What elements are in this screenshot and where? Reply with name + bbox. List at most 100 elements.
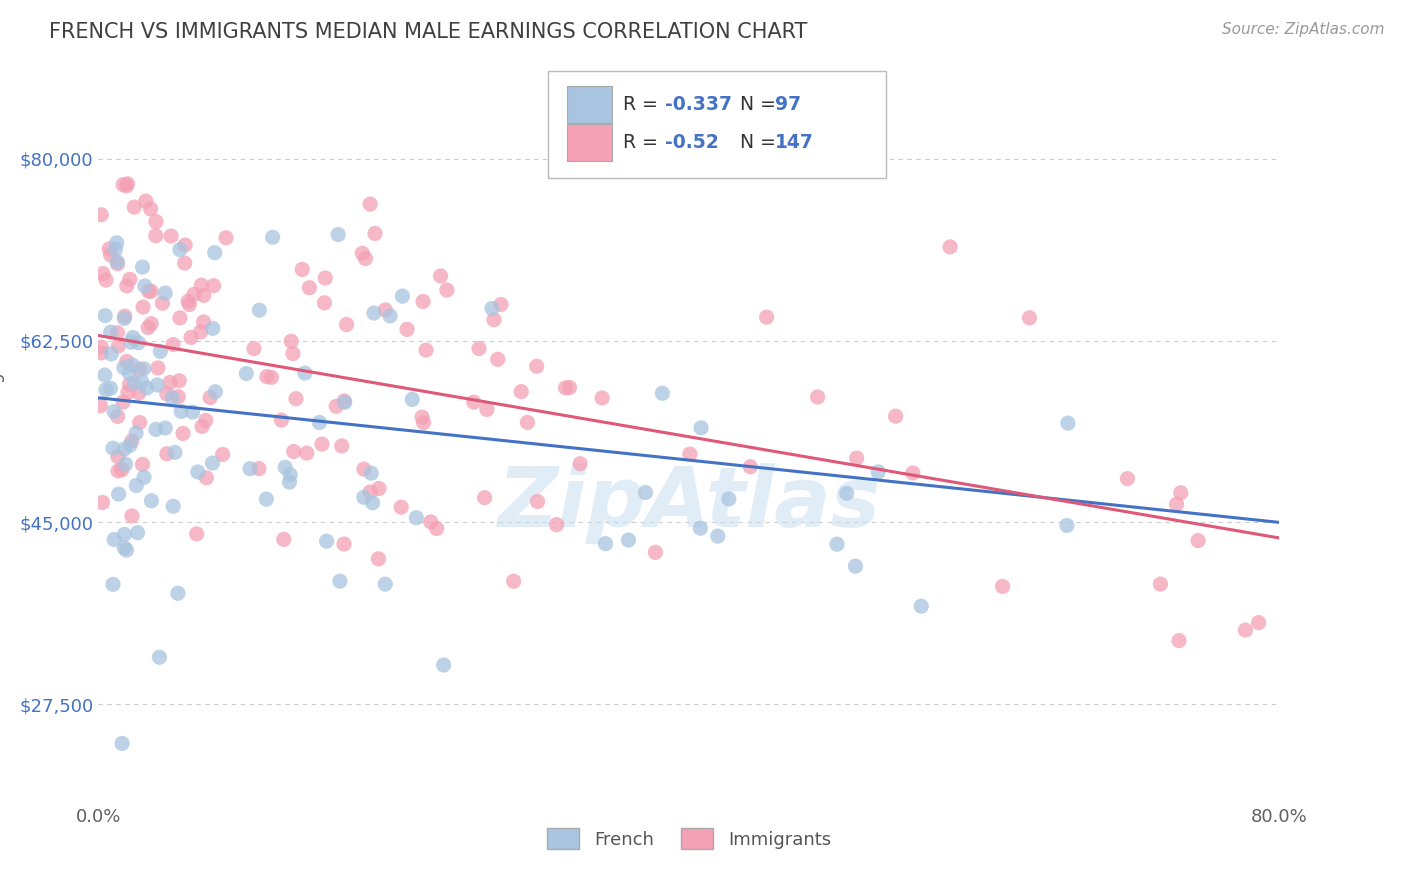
Point — [502, 574, 524, 589]
Point — [89, 399, 111, 413]
Point — [707, 529, 730, 543]
Point — [160, 229, 183, 244]
Point — [415, 343, 437, 358]
Point — [127, 335, 149, 350]
Point — [256, 369, 278, 384]
Point — [122, 200, 145, 214]
Point — [180, 330, 202, 344]
Point — [100, 347, 122, 361]
Point — [278, 467, 301, 482]
Point — [1056, 518, 1078, 533]
Point — [689, 521, 711, 535]
Point — [156, 386, 179, 401]
Point — [298, 281, 321, 295]
Point — [352, 246, 374, 260]
Point — [107, 450, 129, 464]
Point — [94, 368, 117, 382]
Point — [145, 214, 167, 228]
Point — [294, 366, 316, 380]
Point — [155, 421, 177, 435]
Point — [353, 490, 375, 504]
Point — [516, 416, 538, 430]
Point — [278, 475, 301, 489]
Point — [135, 381, 157, 395]
Point — [215, 231, 238, 245]
Point — [138, 284, 160, 298]
Point — [330, 439, 353, 453]
Point — [162, 391, 184, 405]
Point — [364, 227, 387, 241]
Point — [489, 297, 512, 311]
Point — [1247, 615, 1270, 630]
Point — [235, 367, 257, 381]
Point — [844, 559, 866, 574]
Point — [111, 463, 134, 477]
Point — [114, 309, 136, 323]
Point — [173, 256, 195, 270]
Point — [112, 541, 135, 555]
Text: ZipAtlas: ZipAtlas — [498, 463, 880, 544]
Point — [432, 658, 454, 673]
Point — [141, 317, 163, 331]
Point — [526, 494, 548, 508]
Point — [155, 286, 177, 301]
Point — [162, 337, 184, 351]
Text: FRENCH VS IMMIGRANTS MEDIAN MALE EARNINGS CORRELATION CHART: FRENCH VS IMMIGRANTS MEDIAN MALE EARNING… — [49, 22, 807, 42]
Point — [132, 361, 155, 376]
Point — [360, 466, 382, 480]
Text: -0.52: -0.52 — [665, 133, 718, 153]
Point — [361, 496, 384, 510]
Point — [333, 537, 356, 551]
Point — [117, 385, 139, 400]
Y-axis label: Median Male Earnings: Median Male Earnings — [0, 364, 6, 546]
Point — [91, 495, 114, 509]
Point — [868, 465, 890, 479]
Point — [150, 296, 173, 310]
Point — [128, 386, 150, 401]
Point — [359, 485, 381, 500]
Point — [391, 289, 413, 303]
Point — [239, 461, 262, 475]
Point — [690, 421, 713, 435]
Point — [201, 456, 224, 470]
Point — [103, 404, 125, 418]
Point — [367, 552, 389, 566]
Point — [193, 288, 215, 302]
Point — [105, 235, 128, 250]
Point — [412, 416, 434, 430]
Point — [308, 416, 330, 430]
Point — [644, 545, 666, 559]
Point — [254, 492, 277, 507]
Point — [127, 525, 149, 540]
Point — [101, 441, 124, 455]
Point — [118, 377, 141, 392]
Point — [118, 366, 141, 380]
Point — [482, 312, 505, 326]
Point — [295, 446, 318, 460]
Point — [170, 404, 193, 418]
Point — [112, 395, 135, 409]
Point — [717, 491, 740, 506]
Point — [335, 318, 357, 332]
Point — [475, 402, 498, 417]
Point — [314, 271, 336, 285]
Point — [845, 451, 868, 466]
Point — [125, 426, 148, 441]
Point — [111, 736, 134, 750]
Point — [270, 413, 292, 427]
Point — [100, 381, 122, 395]
Point — [311, 437, 333, 451]
Point — [401, 392, 423, 407]
Point — [167, 586, 190, 600]
Point — [474, 491, 496, 505]
Point — [98, 242, 121, 256]
Point — [174, 238, 197, 252]
Point — [291, 262, 314, 277]
Point — [107, 326, 129, 340]
Point — [117, 177, 139, 191]
Point — [190, 278, 212, 293]
Point — [132, 300, 155, 314]
Point — [195, 471, 218, 485]
Point — [201, 321, 224, 335]
Point — [939, 240, 962, 254]
